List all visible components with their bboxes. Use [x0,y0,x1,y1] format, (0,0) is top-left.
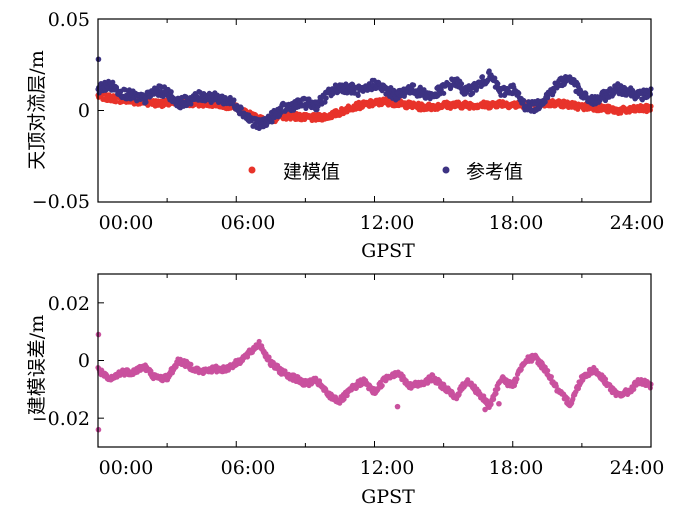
bottom-outlier-point [482,406,488,413]
legend: 建模值 参考值 [248,161,523,183]
bottom-series-0-point [353,385,359,391]
top-xtick-label: 06:00 [221,212,276,234]
top-y-axis-label: 天顶对流层/m [26,50,48,169]
bottom-series-0-point [379,383,385,389]
bottom-series-0-point [148,368,154,374]
top-series-1-point [168,89,174,95]
bottom-outlier-point [394,403,401,410]
top-series-1-point [647,91,653,97]
bottom-series-0-point [631,386,637,392]
top-series-1-point [516,90,522,96]
top-series-1-point [269,119,275,125]
legend-marker-model [248,166,256,174]
bottom-ytick-label: 0.02 [48,293,90,315]
top-series-0-point [113,99,119,105]
bottom-ytick-label: −0.02 [32,408,90,430]
bottom-ticks [97,274,652,447]
top-xtick-label: 00:00 [99,212,154,234]
top-xtick-label: 18:00 [489,212,544,234]
bottom-series-0-point [564,395,570,402]
top-series-1-point [323,95,329,101]
bottom-xtick-label: 00:00 [99,457,154,479]
top-ytick-label: −0.05 [32,191,90,213]
bottom-series-0-point [488,401,494,407]
bottom-xtick-label: 24:00 [610,457,665,479]
top-series-1-point [231,97,237,103]
top-series-1-point [470,90,476,96]
bottom-xtick-label: 12:00 [360,457,415,479]
top-series-1-point [492,75,498,81]
top-series-1-point [227,94,233,101]
bottom-series-0-point [514,376,520,382]
bottom-points [95,331,654,433]
bottom-series-0-point [188,361,194,367]
bottom-series-0-point [545,368,551,374]
top-ticks [97,18,652,203]
top-series-1-point [474,85,480,91]
top-series-1-point [322,99,328,105]
top-series-1-point [441,90,447,96]
legend-label-reference: 参考值 [466,161,523,183]
top-series-1-point [303,105,309,111]
bottom-xtick-label: 18:00 [489,457,544,479]
top-series-1-point [578,88,584,95]
top-series-1-point [410,82,417,88]
top-ytick-label: 0 [78,100,90,122]
bottom-series-0-point [256,338,262,345]
top-series-1-point [458,81,465,87]
bottom-x-axis-label: GPST [361,486,415,508]
legend-marker-reference [442,166,450,174]
panel-bottom: 0.02 0 −0.02 00:00 06:00 12:00 18:00 24:… [26,273,665,508]
bottom-series-0-point [173,364,179,370]
top-points [95,56,654,131]
top-series-1-point [188,101,194,107]
panel-top: 0.05 0 −0.05 00:00 06:00 12:00 18:00 24:… [26,9,664,262]
top-ytick-label: 0.05 [48,9,90,31]
top-series-1-point [110,79,116,85]
bottom-outlier-point [496,400,502,407]
top-xtick-label: 24:00 [610,212,665,234]
bottom-ytick-label: 0 [78,350,90,372]
top-plot-frame [97,18,652,203]
bottom-series-0-point [344,392,350,399]
top-series-1-point [521,97,527,104]
bottom-series-0-point [341,396,347,402]
top-series-1-point [542,99,548,105]
bottom-xtick-label: 06:00 [221,457,276,479]
bottom-series-0-point [493,390,499,397]
top-series-1-point [527,104,533,110]
top-series-1-point [498,92,504,98]
legend-label-model: 建模值 [283,161,340,183]
top-series-1-point [479,74,486,80]
top-xtick-label: 12:00 [360,212,415,234]
top-series-1-point [355,92,361,99]
bottom-series-0-point [548,374,554,380]
bottom-y-axis-label: 建模误差/m [26,315,48,415]
bottom-series-0-point [495,386,501,392]
top-series-1-point [495,81,501,87]
top-series-1-point [238,105,244,111]
top-x-axis-label: GPST [361,240,415,262]
top-series-1-point [143,99,149,105]
top-series-1-point [122,87,128,93]
